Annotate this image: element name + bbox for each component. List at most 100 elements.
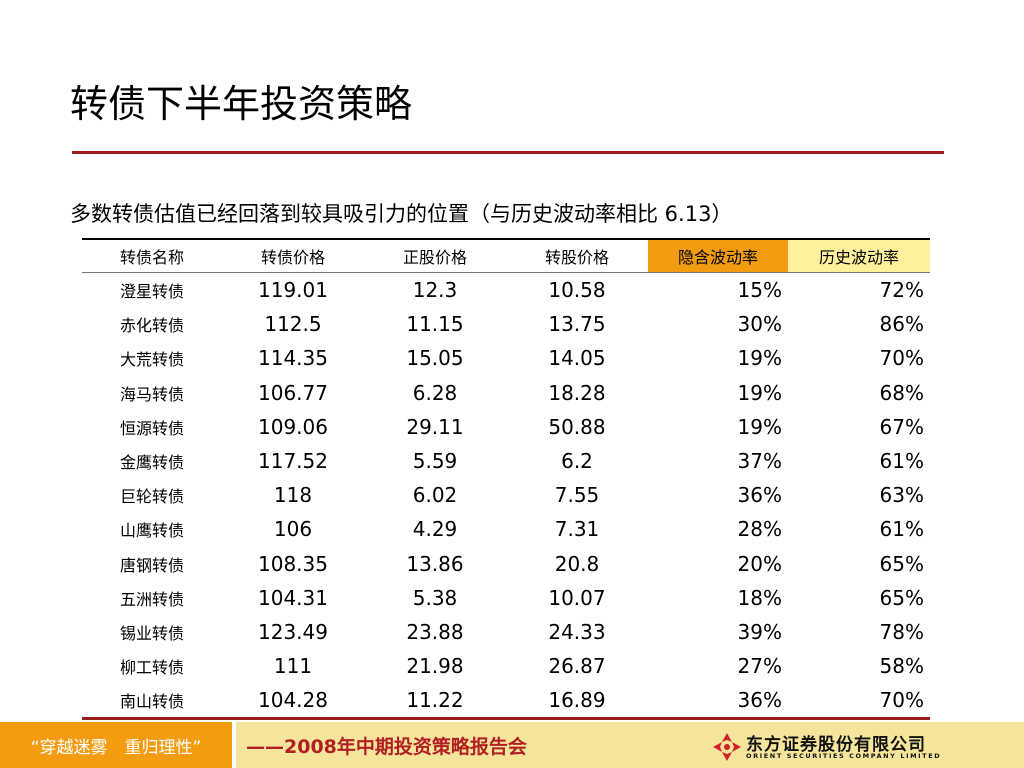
cell-conversion-price: 6.2 [506, 444, 648, 478]
cell-conversion-price: 10.58 [506, 273, 648, 307]
cell-implied-volatility: 15% [648, 273, 788, 307]
header-historical-volatility: 历史波动率 [788, 240, 930, 272]
cell-historical-volatility: 65% [788, 547, 930, 581]
header-conversion-price: 转股价格 [544, 248, 609, 267]
company-logo: 东方证券股份有限公司 ORIENT SECURITIES COMPANY LIM… [712, 729, 940, 763]
cell-text: 117.52 [258, 449, 328, 474]
cell-bond-price: 111 [222, 649, 364, 683]
table-row: 海马转债 106.77 6.28 18.28 19% 68% [82, 376, 930, 410]
cell-text: 海马转债 [119, 384, 184, 404]
cell-text: 4.29 [412, 517, 458, 542]
cell-text: 柳工转债 [119, 658, 184, 678]
cell-historical-volatility: 65% [788, 581, 930, 615]
cell-text: 50.88 [548, 414, 606, 439]
cell-text: 119.01 [258, 278, 328, 303]
cell-bond-price: 108.35 [222, 547, 364, 581]
cell-historical-volatility: 78% [788, 615, 930, 649]
cell-text: 14.05 [548, 346, 606, 371]
cell-text: 37% [737, 449, 782, 474]
cell-implied-volatility: 19% [648, 376, 788, 410]
cell-text: 65% [879, 551, 924, 576]
cell-bond-name: 大荒转债 [82, 341, 222, 375]
cell-text: 86% [879, 312, 924, 337]
cell-text: 111 [273, 654, 313, 679]
cell-text: 20% [737, 551, 782, 576]
cell-bond-name: 南山转债 [82, 683, 222, 717]
cell-text: 赤化转债 [119, 316, 184, 336]
cell-text: 19% [737, 346, 782, 371]
cell-stock-price: 12.3 [364, 273, 506, 307]
cell-text: 恒源转债 [119, 418, 184, 438]
cell-implied-volatility: 36% [648, 683, 788, 717]
cell-text: 7.31 [554, 517, 600, 542]
header-stock-price: 正股价格 [402, 248, 467, 267]
cell-bond-price: 104.31 [222, 581, 364, 615]
cell-text: 61% [879, 517, 924, 542]
cell-text: 13.86 [406, 551, 464, 576]
cell-bond-price: 123.49 [222, 615, 364, 649]
cell-stock-price: 6.02 [364, 478, 506, 512]
cell-bond-price: 104.28 [222, 683, 364, 717]
cell-text: 6.2 [561, 449, 593, 474]
cell-text: 金鹰转债 [119, 453, 184, 473]
cell-text: 123.49 [258, 619, 328, 644]
cell-stock-price: 11.15 [364, 307, 506, 341]
cell-bond-name: 赤化转债 [82, 307, 222, 341]
cell-text: 15% [737, 278, 782, 303]
cell-text: 114.35 [258, 346, 328, 371]
cell-conversion-price: 10.07 [506, 581, 648, 615]
convertible-bond-table: 转债名称 转债价格 正股价格 转股价格 隐含波动率 历史波动率 澄星转债 119.… [82, 238, 930, 721]
orient-securities-logo-icon [713, 733, 741, 761]
cell-text: 30% [737, 312, 782, 337]
cell-implied-volatility: 37% [648, 444, 788, 478]
cell-text: 15.05 [406, 346, 464, 371]
cell-text: 13.75 [548, 312, 606, 337]
cell-text: 104.31 [258, 585, 328, 610]
cell-conversion-price: 14.05 [506, 341, 648, 375]
cell-text: 南山转债 [119, 692, 184, 712]
cell-stock-price: 11.22 [364, 683, 506, 717]
cell-text: 65% [879, 585, 924, 610]
cell-bond-name: 唐钢转债 [82, 547, 222, 581]
cell-bond-name: 柳工转债 [82, 649, 222, 683]
company-name-en: ORIENT SECURITIES COMPANY LIMITED [746, 752, 942, 760]
cell-bond-name: 巨轮转债 [82, 478, 222, 512]
table-row: 恒源转债 109.06 29.11 50.88 19% 67% [82, 410, 930, 444]
cell-conversion-price: 7.55 [506, 478, 648, 512]
cell-text: 106 [273, 517, 313, 542]
cell-text: 68% [879, 380, 924, 405]
footer-slogan: “穿越迷雾 重归理性” [0, 722, 232, 768]
cell-conversion-price: 26.87 [506, 649, 648, 683]
table-row: 锡业转债 123.49 23.88 24.33 39% 78% [82, 615, 930, 649]
cell-text: 27% [737, 654, 782, 679]
cell-text: 61% [879, 449, 924, 474]
cell-text: 16.89 [548, 688, 606, 713]
cell-text: 29.11 [406, 414, 464, 439]
cell-historical-volatility: 68% [788, 376, 930, 410]
cell-implied-volatility: 19% [648, 341, 788, 375]
cell-text: 112.5 [264, 312, 322, 337]
cell-bond-price: 106 [222, 512, 364, 546]
table-row: 唐钢转债 108.35 13.86 20.8 20% 65% [82, 547, 930, 581]
header-bond-price: 转债价格 [260, 248, 325, 267]
cell-text: 36% [737, 688, 782, 713]
cell-text: 106.77 [258, 380, 328, 405]
cell-text: 21.98 [406, 654, 464, 679]
slide-title: 转债下半年投资策略 [70, 82, 413, 126]
header-implied-volatility: 隐含波动率 [648, 240, 788, 272]
cell-historical-volatility: 70% [788, 341, 930, 375]
cell-conversion-price: 7.31 [506, 512, 648, 546]
cell-text: 108.35 [258, 551, 328, 576]
cell-text: 58% [879, 654, 924, 679]
table-row: 大荒转债 114.35 15.05 14.05 19% 70% [82, 341, 930, 375]
cell-text: 锡业转债 [119, 623, 184, 643]
cell-implied-volatility: 30% [648, 307, 788, 341]
cell-text: 5.59 [412, 449, 458, 474]
cell-text: 19% [737, 414, 782, 439]
cell-historical-volatility: 58% [788, 649, 930, 683]
cell-bond-name: 海马转债 [82, 376, 222, 410]
cell-text: 23.88 [406, 619, 464, 644]
cell-text: 11.22 [406, 688, 464, 713]
cell-text: 104.28 [258, 688, 328, 713]
cell-text: 7.55 [554, 483, 600, 508]
